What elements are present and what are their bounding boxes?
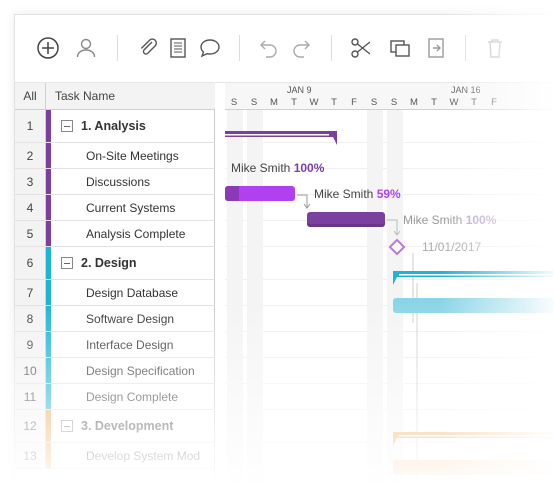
grid-row[interactable]: 5 Analysis Complete (15, 221, 215, 247)
comment-icon[interactable] (197, 35, 223, 61)
cut-icon[interactable] (348, 35, 374, 61)
collapse-icon[interactable] (61, 120, 73, 132)
group-name[interactable]: 2. Design (81, 256, 137, 270)
row-color-indicator (46, 332, 51, 357)
row-color-indicator (46, 221, 51, 246)
row-color-indicator (46, 169, 51, 194)
grid-row[interactable]: 8 Software Design (15, 306, 215, 332)
grid-row[interactable]: 2 On-Site Meetings (15, 143, 215, 169)
toolbar-divider (239, 35, 240, 61)
row-color-indicator (46, 195, 51, 220)
row-number: 12 (15, 410, 46, 442)
row-color-indicator (46, 358, 51, 383)
develop-system-bar[interactable] (393, 460, 554, 475)
row-number: 7 (15, 280, 46, 305)
grid-row[interactable]: 1 1. Analysis (15, 110, 215, 143)
group-name[interactable]: 3. Development (81, 419, 174, 433)
task-name[interactable]: Design Specification (86, 363, 195, 378)
design-database-bar[interactable] (393, 298, 554, 313)
task-grid: All Task Name 1 1. Analysis 2 On-Site Meeti… (15, 83, 215, 482)
add-icon[interactable] (35, 35, 61, 61)
grid-row[interactable]: 10 Design Specification (15, 358, 215, 384)
task-name[interactable]: Current Systems (86, 200, 176, 215)
row-number: 6 (15, 247, 46, 279)
row-number: 3 (15, 169, 46, 194)
copy-icon[interactable] (387, 35, 413, 61)
gantt-app: All Task Name 1 1. Analysis 2 On-Site Meeti… (14, 14, 554, 482)
row-number: 10 (15, 358, 46, 383)
row-color-indicator (46, 247, 51, 279)
grid-header: All Task Name (15, 83, 215, 110)
row-color-indicator (46, 410, 51, 442)
grid-row[interactable]: 12 3. Development (15, 410, 215, 443)
toolbar-divider (331, 35, 332, 61)
user-icon[interactable] (73, 35, 99, 61)
toolbar-divider (117, 35, 118, 61)
row-number: 4 (15, 195, 46, 220)
toolbar (15, 15, 554, 83)
paste-icon[interactable] (423, 35, 449, 61)
grid-row[interactable]: 6 2. Design (15, 247, 215, 280)
design-summary-bar[interactable] (393, 271, 554, 291)
grid-row[interactable]: 3 Discussions (15, 169, 215, 195)
attach-icon[interactable] (135, 35, 161, 61)
grid-row[interactable]: 4 Current Systems (15, 195, 215, 221)
row-number: 11 (15, 384, 46, 409)
select-all-header[interactable]: All (15, 83, 46, 110)
row-color-indicator (46, 143, 51, 168)
task-name[interactable]: Software Design (86, 311, 175, 326)
row-number: 8 (15, 306, 46, 331)
group-name[interactable]: 1. Analysis (81, 119, 146, 133)
row-number: 2 (15, 143, 46, 168)
delete-icon[interactable] (482, 35, 508, 61)
row-number: 1 (15, 110, 46, 142)
task-name[interactable]: Develop System Mod (86, 448, 201, 463)
toolbar-divider (465, 35, 466, 61)
row-color-indicator (46, 306, 51, 331)
undo-icon[interactable] (256, 35, 282, 61)
task-name[interactable]: Discussions (86, 174, 151, 189)
redo-icon[interactable] (288, 35, 314, 61)
grid-row[interactable]: 13 Develop System Mod (15, 443, 215, 469)
grid-row[interactable]: 11 Design Complete (15, 384, 215, 410)
row-number: 13 (15, 443, 46, 468)
row-color-indicator (46, 384, 51, 409)
grid-row[interactable]: 7 Design Database (15, 280, 215, 306)
row-color-indicator (46, 110, 51, 142)
notes-icon[interactable] (165, 35, 191, 61)
development-summary-bar[interactable] (393, 432, 554, 452)
task-name[interactable]: On-Site Meetings (86, 148, 179, 163)
collapse-icon[interactable] (61, 420, 73, 432)
row-number: 5 (15, 221, 46, 246)
collapse-icon[interactable] (61, 257, 73, 269)
task-name[interactable]: Analysis Complete (86, 226, 186, 241)
task-name[interactable]: Design Complete (86, 389, 179, 404)
task-name[interactable]: Design Database (86, 285, 179, 300)
task-name[interactable]: Interface Design (86, 337, 174, 352)
task-name-header[interactable]: Task Name (55, 89, 116, 103)
row-number: 9 (15, 332, 46, 357)
row-color-indicator (46, 280, 51, 305)
grid-row[interactable]: 9 Interface Design (15, 332, 215, 358)
row-color-indicator (46, 443, 51, 468)
